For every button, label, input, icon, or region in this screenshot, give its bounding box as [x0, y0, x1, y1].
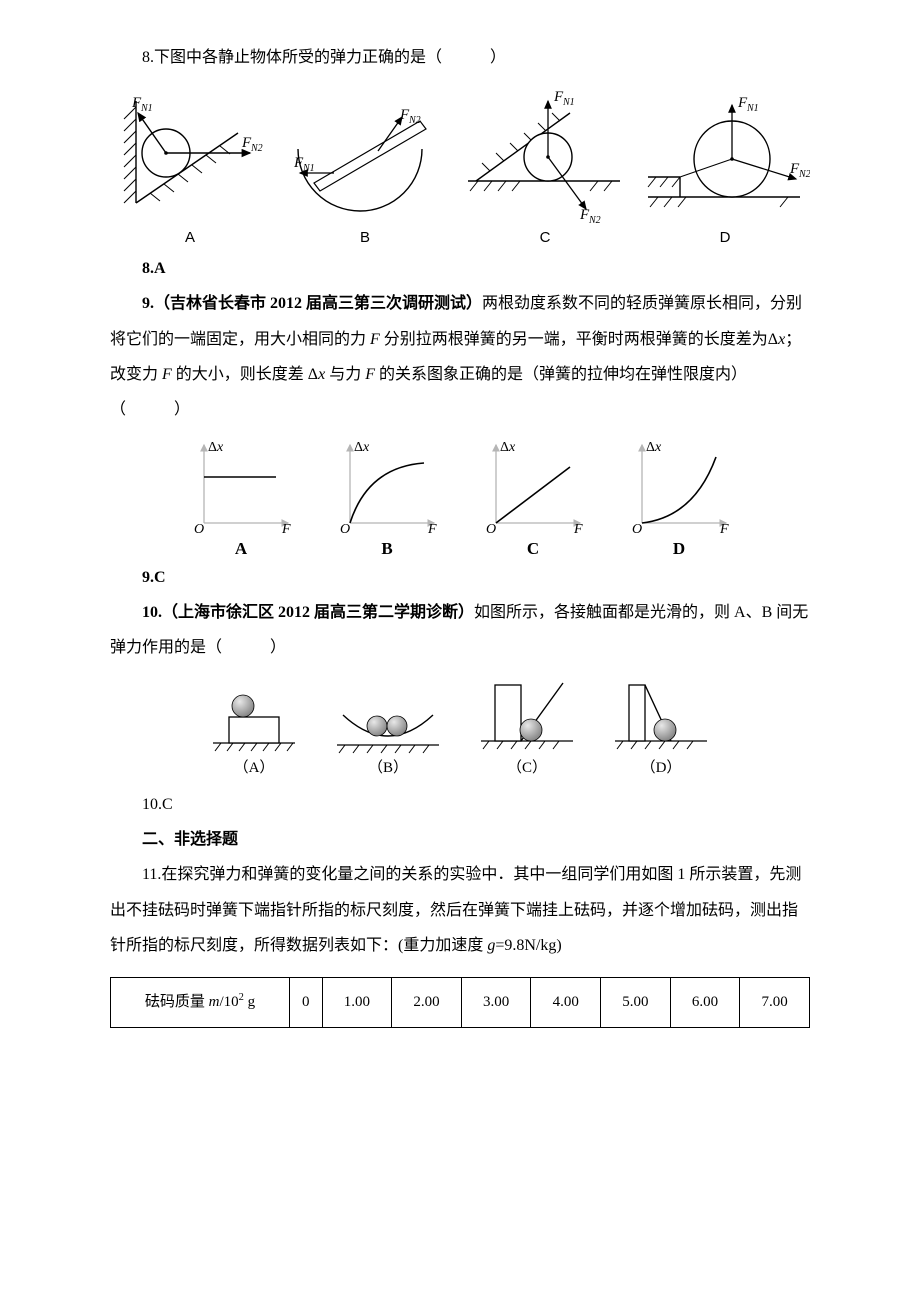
table-cell: 1.00 — [322, 978, 392, 1028]
q10-c: （C） — [477, 675, 577, 777]
svg-text:Δx: Δx — [646, 440, 662, 455]
q9-b4: 的大小，则长度差 Δ — [172, 366, 318, 383]
q10-label-c: （C） — [507, 759, 547, 777]
svg-text:N1: N1 — [302, 163, 315, 174]
q9-graph-b: Δx O F B — [332, 437, 442, 559]
q9-label-a: A — [235, 539, 247, 559]
q9-answer: 9.C — [110, 560, 810, 595]
table-cell: 0 — [290, 978, 323, 1028]
table-cell: 6.00 — [670, 978, 740, 1028]
q9-f3: F — [365, 366, 375, 383]
svg-text:N1: N1 — [746, 103, 759, 114]
q10-b: （B） — [333, 695, 443, 777]
q8-diagram-b: F N1 F N2 B — [280, 103, 450, 247]
q8-diagrams: F N1 F N2 A F N1 F N2 B — [110, 83, 810, 247]
q10-d: （D） — [611, 675, 711, 777]
q9-graphs: Δx O F A Δx O F B Δx O F C — [110, 437, 810, 559]
q9-text: 9.（吉林省长春市 2012 届高三第三次调研测试）两根劲度系数不同的轻质弹簧原… — [110, 286, 810, 427]
q11-text: 11.在探究弹力和弹簧的变化量之间的关系的实验中．其中一组同学们用如图 1 所示… — [110, 857, 810, 963]
q11-table: 砝码质量 m/102 g 0 1.00 2.00 3.00 4.00 5.00 … — [110, 977, 810, 1028]
q8-text: 8.下图中各静止物体所受的弹力正确的是（ ） — [110, 40, 810, 75]
q10-diagrams: （A） （B） （C） — [110, 675, 810, 777]
q9-label-c: C — [527, 539, 539, 559]
q8-answer: 8.A — [110, 251, 810, 286]
q11-gval: =9.8N/kg) — [495, 937, 561, 954]
q8-label-b: B — [360, 229, 370, 247]
q10-label-d: （D） — [641, 759, 682, 777]
table-row-header: 砝码质量 m/102 g — [111, 978, 290, 1028]
hdr-var: m — [209, 994, 220, 1010]
table-cell: 2.00 — [392, 978, 462, 1028]
svg-text:F: F — [427, 522, 437, 537]
q10-label-b: （B） — [368, 759, 408, 777]
q10-prefix: 10.（上海市徐汇区 2012 届高三第二学期诊断） — [142, 604, 474, 621]
table-row: 砝码质量 m/102 g 0 1.00 2.00 3.00 4.00 5.00 … — [111, 978, 810, 1028]
section2-heading: 二、非选择题 — [110, 822, 810, 857]
hdr-pre: 砝码质量 — [145, 994, 209, 1010]
q9-graph-a: Δx O F A — [186, 437, 296, 559]
svg-text:O: O — [486, 522, 496, 537]
svg-text:N2: N2 — [588, 215, 601, 223]
svg-text:O: O — [632, 522, 642, 537]
svg-text:F: F — [719, 522, 729, 537]
q10-a: （A） — [209, 685, 299, 777]
q8-svg-d: F N1 F N2 — [640, 93, 810, 223]
q9-graph-c: Δx O F C — [478, 437, 588, 559]
q8-diagram-c: F N1 F N2 C — [460, 83, 630, 247]
q11-body: 11.在探究弹力和弹簧的变化量之间的关系的实验中．其中一组同学们用如图 1 所示… — [110, 866, 801, 953]
svg-text:N2: N2 — [408, 115, 421, 126]
hdr-u1: /10 — [219, 994, 238, 1010]
q8-diagram-a: F N1 F N2 A — [110, 93, 270, 247]
svg-text:O: O — [194, 522, 204, 537]
table-cell: 7.00 — [740, 978, 810, 1028]
q8-svg-c: F N1 F N2 — [460, 83, 630, 223]
q8-label-d: D — [720, 229, 731, 247]
q10-label-a: （A） — [234, 759, 275, 777]
table-cell: 4.00 — [531, 978, 601, 1028]
svg-text:O: O — [340, 522, 350, 537]
svg-text:Δx: Δx — [208, 440, 224, 455]
q10-answer: 10.C — [110, 787, 810, 822]
svg-text:N1: N1 — [562, 97, 575, 108]
q9-label-b: B — [381, 539, 392, 559]
table-cell: 3.00 — [461, 978, 531, 1028]
q8-svg-b: F N1 F N2 — [280, 103, 450, 223]
q9-b2: 分别拉两根弹簧的另一端，平衡时两根弹簧的长度差为Δ — [380, 331, 778, 348]
q9-prefix: 9.（吉林省长春市 2012 届高三第三次调研测试） — [142, 295, 482, 312]
q8-diagram-d: F N1 F N2 D — [640, 93, 810, 247]
svg-text:N1: N1 — [140, 103, 153, 114]
svg-text:F: F — [281, 522, 291, 537]
q9-graph-d: Δx O F D — [624, 437, 734, 559]
svg-text:N2: N2 — [250, 143, 263, 154]
q9-f1: F — [370, 331, 380, 348]
table-cell: 5.00 — [601, 978, 671, 1028]
svg-text:Δx: Δx — [354, 440, 370, 455]
svg-text:N2: N2 — [798, 169, 810, 180]
q9-f2: F — [162, 366, 172, 383]
svg-text:Δx: Δx — [500, 440, 516, 455]
q8-label-a: A — [185, 229, 195, 247]
q8-svg-a: F N1 F N2 — [110, 93, 270, 223]
q8-label-c: C — [540, 229, 551, 247]
hdr-u2: g — [244, 994, 255, 1010]
svg-text:F: F — [573, 522, 583, 537]
q10-text: 10.（上海市徐汇区 2012 届高三第二学期诊断）如图所示，各接触面都是光滑的… — [110, 595, 810, 665]
q9-b5: 与力 — [325, 366, 365, 383]
q9-label-d: D — [673, 539, 685, 559]
